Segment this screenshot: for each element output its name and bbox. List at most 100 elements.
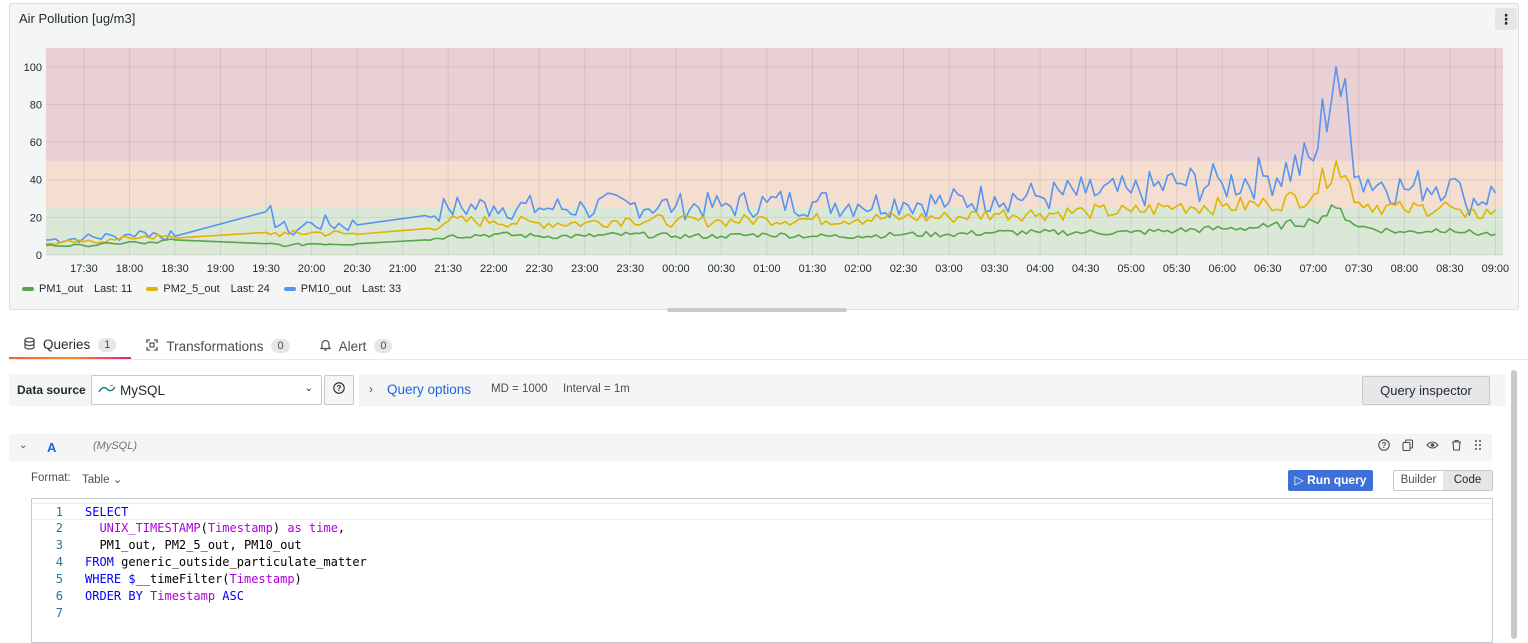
- copy-icon[interactable]: [1402, 439, 1414, 454]
- play-icon: ▷: [1294, 473, 1304, 487]
- run-query-label: Run query: [1307, 473, 1367, 487]
- svg-text:?: ?: [1382, 441, 1387, 450]
- y-tick-label: 0: [36, 250, 42, 262]
- panel-title: Air Pollution [ug/m3]: [19, 11, 136, 26]
- x-tick-label: 23:30: [617, 263, 645, 275]
- series-line-PM2_5_out: [45, 160, 1496, 246]
- x-tick-label: 04:30: [1072, 263, 1100, 275]
- tab-alert[interactable]: Alert 0: [305, 332, 408, 360]
- legend-item-pm1[interactable]: PM1_out Last: 11: [22, 283, 132, 295]
- legend-series-name: PM2_5_out: [163, 283, 220, 295]
- x-tick-label: 06:30: [1254, 263, 1282, 275]
- scrollbar[interactable]: [1511, 370, 1517, 639]
- tab-count: 1: [98, 337, 117, 352]
- series-line-PM1_out: [45, 204, 1496, 248]
- editor-tabs: Queries 1 Transformations 0 Alert 0: [9, 332, 407, 360]
- x-tick-label: 19:00: [207, 263, 235, 275]
- legend-series-name: PM1_out: [39, 283, 84, 295]
- y-tick-label: 40: [30, 175, 42, 187]
- svg-text:?: ?: [337, 384, 342, 393]
- legend-last-value: Last: 33: [361, 283, 402, 295]
- x-tick-label: 08:00: [1391, 263, 1419, 275]
- x-tick-label: 21:30: [434, 263, 462, 275]
- legend-item-pm10[interactable]: PM10_out Last: 33: [283, 283, 402, 295]
- x-tick-label: 19:30: [252, 263, 280, 275]
- x-tick-label: 23:00: [571, 263, 599, 275]
- datasource-picker[interactable]: MySQL ⌄: [91, 375, 322, 405]
- chevron-right-icon: ›: [369, 382, 373, 396]
- series-line-PM10_out: [45, 65, 1497, 244]
- mysql-logo-icon: [98, 384, 120, 396]
- tab-label: Queries: [43, 337, 91, 352]
- code-line: 2 UNIX_TIMESTAMP(Timestamp) as time,: [32, 520, 1492, 537]
- database-icon: [24, 336, 35, 353]
- code-line: 1 SELECT: [32, 503, 1492, 520]
- legend-swatch: [146, 287, 159, 291]
- threshold-band: [46, 160, 1503, 208]
- x-tick-label: 21:00: [389, 263, 417, 275]
- chevron-down-icon[interactable]: ⌄: [19, 440, 28, 451]
- chart-legend: PM1_out Last: 11 PM2_5_out Last: 24 PM10…: [22, 283, 401, 295]
- code-text: WHERE $__timeFilter(Timestamp): [85, 572, 302, 586]
- query-datasource-name: (MySQL): [93, 440, 137, 452]
- x-tick-label: 00:30: [708, 263, 736, 275]
- chevron-down-icon: ⌄: [112, 474, 123, 486]
- query-inspector-button[interactable]: Query inspector: [1362, 376, 1490, 405]
- threshold-band: [46, 48, 1503, 161]
- query-options[interactable]: › Query options MD = 1000 Interval = 1m: [359, 374, 1506, 406]
- threshold-band: [46, 207, 1503, 255]
- x-tick-label: 22:30: [525, 263, 553, 275]
- line-number: 4: [55, 555, 63, 569]
- x-tick-label: 01:00: [753, 263, 781, 275]
- run-query-button[interactable]: ▷ Run query: [1288, 470, 1373, 491]
- x-tick-label: 05:00: [1117, 263, 1145, 275]
- x-tick-label: 01:30: [799, 263, 827, 275]
- x-tick-label: 17:30: [70, 263, 98, 275]
- tab-divider: [9, 359, 1528, 360]
- editor-mode-toggle: Builder Code: [1393, 470, 1493, 491]
- datasource-label: Data source: [9, 374, 94, 406]
- code-line: 7: [32, 605, 1492, 622]
- help-icon[interactable]: ?: [1378, 439, 1390, 454]
- format-select[interactable]: Table ⌄: [82, 472, 122, 486]
- panel-resize-handle[interactable]: [667, 308, 847, 312]
- legend-series-name: PM10_out: [300, 283, 351, 295]
- x-tick-label: 02:00: [844, 263, 872, 275]
- code-line: 4 FROM generic_outside_particulate_matte…: [32, 554, 1492, 571]
- line-number: 1: [55, 505, 63, 519]
- code-text: ORDER BY Timestamp ASC: [85, 589, 244, 603]
- code-text: UNIX_TIMESTAMP(Timestamp) as time,: [99, 521, 346, 535]
- x-tick-label: 04:00: [1026, 263, 1054, 275]
- chevron-down-icon: ⌄: [304, 383, 313, 394]
- x-tick-label: 18:30: [161, 263, 189, 275]
- tab-count: 0: [374, 339, 393, 353]
- x-tick-label: 02:30: [890, 263, 918, 275]
- help-icon[interactable]: ?: [324, 375, 354, 405]
- time-series-chart[interactable]: 0 20 40 60 80 100 17:30 18:00 18:30 19:00 19:30 20:…: [10, 4, 1518, 309]
- trash-icon[interactable]: [1451, 439, 1462, 454]
- legend-swatch: [22, 287, 34, 291]
- interval-value: Interval = 1m: [563, 383, 630, 395]
- eye-icon[interactable]: [1426, 439, 1439, 454]
- legend-last-value: Last: 24: [230, 283, 270, 295]
- tab-label: Alert: [338, 338, 367, 354]
- sql-code-editor[interactable]: 1 SELECT 2 UNIX_TIMESTAMP(Timestamp) as …: [31, 498, 1493, 643]
- y-tick-label: 20: [30, 212, 42, 224]
- legend-last-value: Last: 11: [94, 283, 133, 295]
- drag-handle-icon[interactable]: [1474, 439, 1482, 454]
- tab-transformations[interactable]: Transformations 0: [131, 332, 304, 360]
- query-actions: ?: [1378, 439, 1482, 454]
- tab-queries[interactable]: Queries 1: [9, 332, 132, 360]
- transform-icon: [146, 338, 159, 354]
- kebab-icon[interactable]: ⋮: [1495, 8, 1517, 30]
- line-number: 7: [55, 606, 63, 620]
- x-tick-label: 00:00: [662, 263, 690, 275]
- max-data-points: MD = 1000: [491, 383, 548, 395]
- code-text: PM1_out, PM2_5_out, PM10_out: [85, 538, 302, 552]
- mode-code[interactable]: Code: [1443, 471, 1492, 490]
- legend-item-pm25[interactable]: PM2_5_out Last: 24: [146, 283, 270, 295]
- x-tick-label: 08:30: [1436, 263, 1464, 275]
- query-ref-id[interactable]: A: [47, 440, 57, 455]
- mode-builder[interactable]: Builder: [1400, 474, 1437, 486]
- code-line: 3 PM1_out, PM2_5_out, PM10_out: [32, 537, 1492, 554]
